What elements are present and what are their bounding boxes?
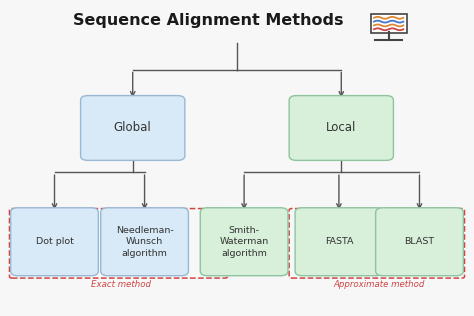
Text: Dot plot: Dot plot — [36, 237, 73, 246]
Text: FASTA: FASTA — [325, 237, 353, 246]
Text: Local: Local — [326, 121, 356, 135]
Text: Needleman-
Wunsch
algorithm: Needleman- Wunsch algorithm — [116, 226, 173, 258]
Text: Approximate method: Approximate method — [334, 280, 425, 289]
Text: BLAST: BLAST — [404, 237, 435, 246]
FancyBboxPatch shape — [200, 208, 288, 276]
FancyBboxPatch shape — [289, 96, 393, 161]
FancyBboxPatch shape — [375, 208, 464, 276]
FancyBboxPatch shape — [81, 96, 185, 161]
FancyBboxPatch shape — [11, 208, 99, 276]
Text: Sequence Alignment Methods: Sequence Alignment Methods — [73, 13, 344, 28]
FancyBboxPatch shape — [295, 208, 383, 276]
FancyBboxPatch shape — [371, 14, 407, 33]
Text: Exact method: Exact method — [91, 280, 151, 289]
Text: Global: Global — [114, 121, 152, 135]
FancyBboxPatch shape — [100, 208, 188, 276]
Text: Smith-
Waterman
algorithm: Smith- Waterman algorithm — [219, 226, 269, 258]
